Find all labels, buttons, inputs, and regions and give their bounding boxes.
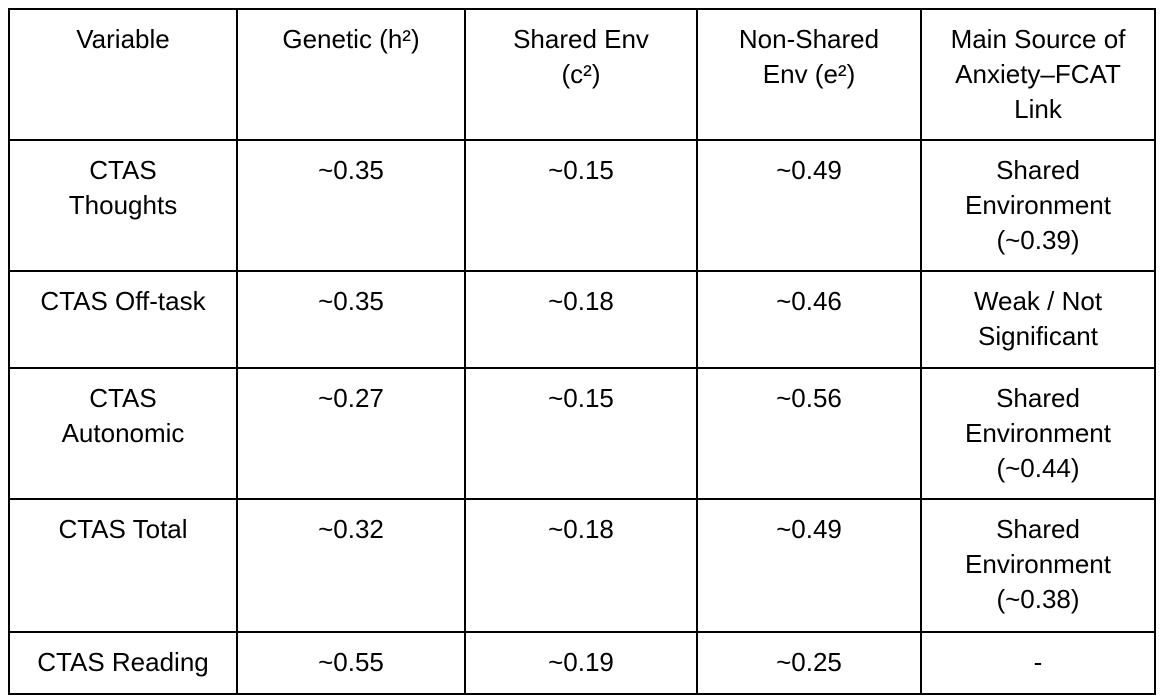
- cell-genetic: ~0.35: [236, 270, 466, 369]
- cell-genetic: ~0.55: [236, 631, 466, 695]
- column-header-shared-env: Shared Env (c²): [464, 8, 698, 141]
- table-row: CTAS Off-task ~0.35 ~0.18 ~0.46 Weak / N…: [8, 270, 1156, 369]
- cell-genetic: ~0.35: [236, 139, 466, 272]
- cell-variable: CTAS Off-task: [8, 270, 238, 369]
- column-header-genetic: Genetic (h²): [236, 8, 466, 141]
- cell-variable: CTAS Total: [8, 498, 238, 633]
- cell-non-shared-env: ~0.49: [696, 498, 922, 633]
- cell-main-source: Weak / Not Significant: [920, 270, 1156, 369]
- cell-shared-env: ~0.18: [464, 498, 698, 633]
- column-header-variable: Variable: [8, 8, 238, 141]
- cell-genetic: ~0.32: [236, 498, 466, 633]
- cell-non-shared-env: ~0.46: [696, 270, 922, 369]
- table-row: CTAS Total ~0.32 ~0.18 ~0.49 Shared Envi…: [8, 498, 1156, 633]
- table-row: CTAS Autonomic ~0.27 ~0.15 ~0.56 Shared …: [8, 367, 1156, 500]
- cell-non-shared-env: ~0.25: [696, 631, 922, 695]
- cell-main-source: Shared Environment (~0.39): [920, 139, 1156, 272]
- table-header-row: Variable Genetic (h²) Shared Env (c²) No…: [8, 8, 1156, 141]
- cell-non-shared-env: ~0.56: [696, 367, 922, 500]
- cell-shared-env: ~0.18: [464, 270, 698, 369]
- column-header-non-shared-env: Non-Shared Env (e²): [696, 8, 922, 141]
- table-row: CTAS Thoughts ~0.35 ~0.15 ~0.49 Shared E…: [8, 139, 1156, 272]
- cell-main-source: Shared Environment (~0.38): [920, 498, 1156, 633]
- cell-genetic: ~0.27: [236, 367, 466, 500]
- cell-shared-env: ~0.19: [464, 631, 698, 695]
- cell-variable: CTAS Thoughts: [8, 139, 238, 272]
- table-row: CTAS Reading ~0.55 ~0.19 ~0.25 -: [8, 631, 1156, 695]
- cell-main-source: -: [920, 631, 1156, 695]
- cell-shared-env: ~0.15: [464, 367, 698, 500]
- cell-variable: CTAS Reading: [8, 631, 238, 695]
- heritability-table: Variable Genetic (h²) Shared Env (c²) No…: [8, 8, 1156, 695]
- column-header-main-source: Main Source of Anxiety–FCAT Link: [920, 8, 1156, 141]
- cell-variable: CTAS Autonomic: [8, 367, 238, 500]
- cell-shared-env: ~0.15: [464, 139, 698, 272]
- cell-main-source: Shared Environment (~0.44): [920, 367, 1156, 500]
- cell-non-shared-env: ~0.49: [696, 139, 922, 272]
